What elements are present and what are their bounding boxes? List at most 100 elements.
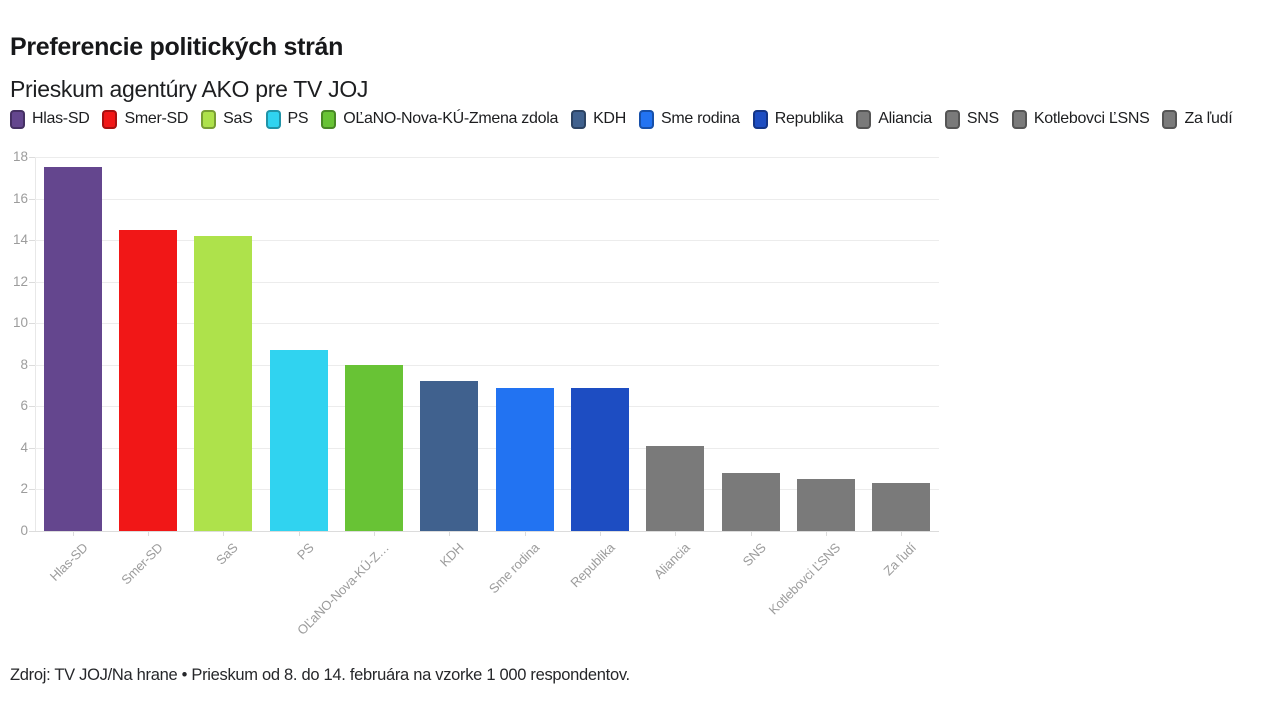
y-tick-label: 14 [12,232,28,248]
legend-label: Smer-SD [124,110,189,127]
gridline-10 [35,323,939,325]
legend-item-o-ano-nova-k-zmena-zdola: OĽaNO-Nova-KÚ-Zmena zdola [321,109,559,129]
legend-swatch-sme-rodina [638,109,654,129]
y-tick-mark [29,281,35,283]
legend-swatch-sns [944,109,960,129]
x-tick-mark [901,531,903,536]
x-tick-label: PS [293,540,317,563]
x-tick-label: Aliancia [651,540,693,582]
legend-label: Kotlebovci ĽSNS [1033,110,1150,127]
x-tick-mark [750,531,752,536]
gridline-2 [35,489,939,491]
bar-republika [571,387,629,531]
bar-sme-rodina [495,387,554,531]
bar-za-ud [872,483,931,531]
bar-hlas-sd [43,167,102,531]
gridline-0 [35,531,939,532]
x-tick-mark [826,531,827,536]
x-tick-mark [675,531,677,536]
bar-sas [194,235,253,531]
y-tick-mark [29,323,35,325]
legend-label: Za ľudí [1184,110,1233,127]
x-tick-label: KDH [437,540,467,570]
legend-swatch-smer-sd [102,109,118,129]
x-tick-label: Kotlebovci ĽSNS [766,540,844,618]
legend-item-kdh: KDH [571,109,626,129]
legend-label: OĽaNO-Nova-KÚ-Zmena zdola [343,110,559,127]
bar-sns [721,472,780,531]
y-tick-label: 18 [12,149,28,164]
y-tick-label: 12 [12,273,28,289]
bar-smer-sd [119,229,177,531]
x-tick-mark [600,531,601,536]
legend-swatch-aliancia [856,109,872,129]
x-tick-mark [148,531,149,536]
legend-label: SNS [966,110,999,127]
x-tick-mark [524,531,526,536]
source-note: Zdroj: TV JOJ/Na hrane • Prieskum od 8. … [10,666,630,684]
legend: Hlas-SD Smer-SD SaS PS OĽaNO-Nova-KÚ-Zmena z… [10,108,1245,130]
gridline-4 [35,447,939,449]
gridline-12 [35,281,939,283]
x-tick-label: Za ľudí [880,540,919,579]
legend-item-hlas-sd: Hlas-SD [10,109,90,129]
x-tick-mark [72,531,74,536]
legend-item-republika: Republika [752,109,844,129]
y-tick-mark [29,364,35,366]
gridline-18 [35,157,939,158]
chart-title: Preferencie politických strán [10,32,344,61]
x-tick-label: Hlas-SD [46,540,91,584]
y-tick-mark [29,240,35,242]
legend-swatch-o-ano-nova-k-zmena-zdola [321,109,337,129]
y-tick-mark [29,447,35,449]
y-tick-mark [29,489,35,491]
bar-o-ano-nova-k-zmena-zdola [345,364,403,531]
gridline-14 [35,240,939,242]
legend-item-smer-sd: Smer-SD [102,109,189,129]
legend-item-sas: SaS [201,109,253,129]
y-tick-label: 0 [20,523,28,538]
y-tick-label: 2 [20,481,28,497]
x-tick-label: SaS [213,540,241,568]
y-tick-label: 6 [20,398,28,414]
legend-swatch-republika [752,109,768,129]
bar-aliancia [646,445,705,531]
x-tick-mark [298,531,300,536]
legend-label: Aliancia [878,110,932,127]
gridline-8 [35,364,939,366]
y-axis-line [35,157,36,531]
y-tick-mark [29,157,35,158]
x-tick-label: Smer-SD [118,540,166,588]
legend-swatch-ps [265,109,281,129]
chart-subtitle: Prieskum agentúry AKO pre TV JOJ [10,76,369,103]
x-tick-label: Sme rodina [486,540,543,597]
bar-kdh [420,381,479,531]
legend-item-aliancia: Aliancia [856,109,932,129]
x-axis-labels: Hlas-SD Smer-SD SaS PS OĽaNO-Nova-KÚ-Z… KDH Sm… [0,538,960,648]
x-tick-mark [223,531,225,536]
y-tick-mark [29,531,35,532]
legend-label: SaS [223,110,253,127]
legend-label: Hlas-SD [32,110,90,127]
bar-ps [269,350,328,531]
y-tick-label: 10 [12,315,28,331]
legend-item-ps: PS [265,109,309,129]
legend-label: KDH [593,110,626,127]
gridline-16 [35,198,939,200]
plot-area: 0 2 4 6 8 10 12 14 16 18 [0,149,939,538]
bar-kotlebovci-sns [797,479,855,531]
legend-item-za-ud: Za ľudí [1162,109,1233,129]
x-tick-label: Republika [567,540,618,591]
legend-swatch-sas [201,109,217,129]
y-tick-mark [29,406,35,408]
y-tick-mark [29,198,35,200]
legend-swatch-za-ud [1162,109,1178,129]
legend-swatch-kdh [571,109,587,129]
y-tick-label: 16 [12,190,28,206]
gridline-6 [35,406,939,408]
legend-label: Sme rodina [660,110,740,127]
y-tick-label: 4 [20,439,28,455]
x-tick-mark [449,531,451,536]
legend-item-sme-rodina: Sme rodina [638,109,740,129]
legend-swatch-kotlebovci-sns [1011,109,1027,129]
